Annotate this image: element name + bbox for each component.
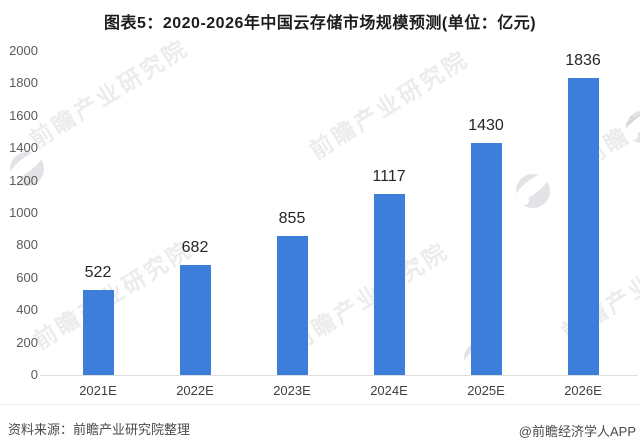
value-label-2022E: 682: [181, 238, 209, 256]
y-axis-label: 1200: [9, 172, 38, 188]
x-axis-label-2025E: 2025E: [467, 383, 505, 398]
y-axis-label: 400: [16, 302, 38, 318]
y-axis-label: 800: [16, 237, 38, 253]
x-axis-label-2024E: 2024E: [370, 383, 408, 398]
bar-2021E: [82, 290, 114, 375]
x-axis-label-2023E: 2023E: [273, 383, 311, 398]
value-label-2024E: 1117: [372, 168, 406, 186]
y-axis-label: 600: [16, 269, 38, 285]
x-axis-label-2021E: 2021E: [79, 383, 117, 398]
value-label-2026E: 1836: [565, 51, 601, 69]
y-axis-label: 1800: [9, 75, 38, 91]
x-axis-label-2026E: 2026E: [564, 383, 602, 398]
y-axis-label: 1000: [9, 205, 38, 220]
value-label-2023E: 855: [278, 210, 306, 228]
value-label-2021E: 522: [84, 264, 112, 282]
bar-2026E: [567, 77, 599, 375]
bar-2022E: [179, 264, 211, 375]
y-axis-label: 1600: [9, 107, 38, 123]
footer-divider: [0, 404, 640, 405]
y-axis-label: 200: [16, 334, 38, 350]
value-label-2025E: 1430: [468, 117, 504, 135]
y-axis-label: 2000: [9, 43, 38, 58]
credit-text: @前瞻经济学人APP: [518, 424, 636, 439]
x-axis-label-2022E: 2022E: [176, 383, 214, 398]
bar-2024E: [373, 194, 405, 375]
y-axis-label: 0: [30, 367, 38, 382]
y-axis-label: 1400: [9, 140, 38, 156]
bar-2025E: [470, 143, 502, 375]
x-axis-line: [40, 375, 638, 376]
chart-title: 图表5：2020-2026年中国云存储市场规模预测(单位：亿元): [103, 15, 537, 32]
source-text: 资料来源：前瞻产业研究院整理: [8, 422, 191, 437]
bar-2023E: [276, 236, 308, 375]
